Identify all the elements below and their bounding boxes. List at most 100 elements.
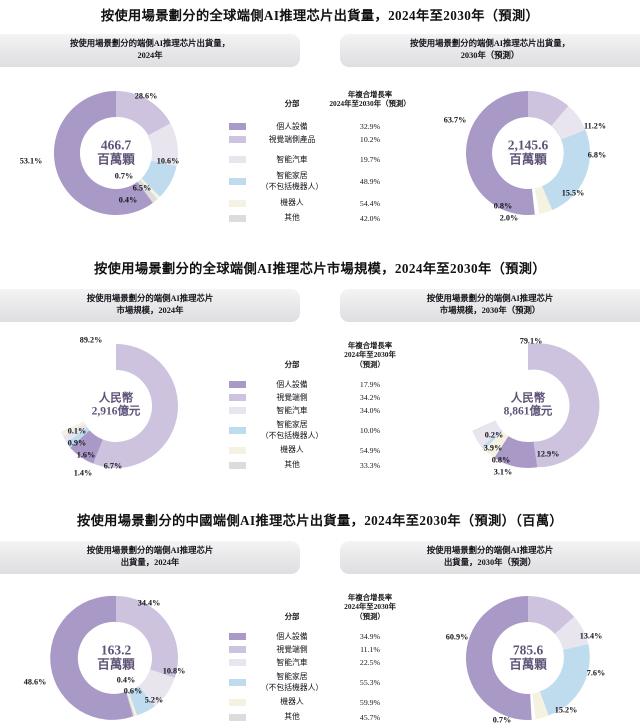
legend-item[interactable]: 機器人 54.9% [229, 444, 411, 457]
legend-item-cagr: 33.3% [359, 460, 381, 470]
legend-item[interactable]: 智能家居 （不包括機器人） 55.3% [229, 672, 411, 692]
legend-item[interactable]: 其他 42.0% [229, 212, 411, 225]
legend-item[interactable]: 視覺端側 11.1% [229, 643, 411, 656]
legend-rows: 個人設備 17.9% 視覺端側 34.2% 智能汽車 34.0% [229, 378, 411, 471]
chart-header-left: 按使用場景劃分的端側AI推理芯片 出貨量，2024年 [0, 540, 300, 574]
legend-item[interactable]: 其他 33.3% [229, 459, 411, 472]
segment-label: 0.8% [491, 455, 511, 464]
segment-label: 0.4% [118, 195, 138, 204]
legend-item-label: 其他 [284, 213, 300, 223]
legend-cagr-header-l3: （預測） [355, 360, 385, 370]
segment-label: 34.4% [137, 598, 161, 607]
legend-cagr-header-l2: 2024年至2030年 [344, 350, 396, 360]
legend-item-label: 智能汽車 [276, 154, 308, 164]
legend-item[interactable]: 智能家居 （不包括機器人） 48.9% [229, 171, 411, 191]
segment-label: 11.2% [583, 121, 607, 130]
section-title: 按使用場景劃分的全球端側AI推理芯片出貨量，2024年至2030年（預測） [100, 8, 540, 23]
segment-label: 3.1% [493, 467, 513, 476]
legend-item-cagr: 10.0% [359, 426, 381, 436]
infographic-page: 按使用場景劃分的全球端側AI推理芯片出貨量，2024年至2030年（預測） 按使… [0, 8, 640, 727]
segment-label: 6.5% [132, 183, 152, 192]
donut-chart-left: 人民幣 2,916億元 89.2% 6.7% 1.4% 1.6% 0.9% 0.… [18, 321, 214, 491]
legend-item-label-l2: （不包括機器人） [260, 682, 324, 692]
segment-label: 48.6% [23, 677, 47, 686]
donut-svg [53, 90, 178, 215]
charts-row: 163.2 百萬顆 48.6% 34.4% 10.8% 5.2% 0.6% 0.… [0, 579, 640, 727]
segment-label: 63.7% [443, 115, 467, 124]
chart-header-right: 按使用場景劃分的端側AI推理芯片 出貨量，2030年（預測） [340, 540, 640, 574]
section-title: 按使用場景劃分的中國端側AI推理芯片出貨量，2024年至2030年（預測）（百萬… [76, 513, 563, 528]
legend-header: 分部 年複合增長率 2024年至2030年（預測） [229, 90, 411, 113]
segment-label: 79.1% [519, 336, 543, 345]
legend-item[interactable]: 視覺端側 34.2% [229, 391, 411, 404]
donut-graphic [453, 331, 603, 481]
segment-label: 5.2% [144, 695, 164, 704]
legend-swatch-cell [229, 214, 255, 222]
legend-color-swatch [229, 659, 246, 667]
legend-item-label: 個人設備 [276, 379, 308, 389]
legend-segment-header: 分部 [284, 360, 300, 370]
legend-swatch-cell [229, 381, 255, 389]
legend-item-label: 其他 [284, 712, 300, 722]
segment-label: 10.6% [156, 156, 180, 165]
legend-swatch-cell [229, 123, 255, 131]
chart-header-left-line2: 市場規模，2024年 [116, 306, 184, 315]
donut-svg [465, 90, 590, 215]
segment-label: 0.2% [484, 430, 504, 439]
legend-item[interactable]: 智能家居 （不包括機器人） 10.0% [229, 420, 411, 440]
legend-item[interactable]: 機器人 59.9% [229, 696, 411, 709]
legend-item-cagr: 22.5% [359, 658, 381, 668]
legend-item[interactable]: 視覺端側產品 10.2% [229, 133, 411, 146]
segment-label: 10.8% [162, 666, 186, 675]
donut-graphic [453, 583, 603, 727]
legend-color-swatch [229, 698, 246, 706]
legend: 分部 年複合增長率 2024年至2030年 （預測） 個人設備 17.9% [229, 341, 411, 472]
segment-label: 89.2% [79, 335, 103, 344]
segment-label: 2.0% [499, 213, 519, 222]
donut-svg [60, 343, 178, 468]
donut-chart-right: 785.6 百萬顆 60.9% 13.4% 7.6% 15.2% 2.0% 0.… [430, 573, 626, 727]
legend-item[interactable]: 其他 45.7% [229, 711, 411, 724]
header-row: 按使用場景劃分的端側AI推理芯片出貨量， 2024年 按使用場景劃分的端側AI推… [0, 33, 640, 72]
charts-row: 人民幣 2,916億元 89.2% 6.7% 1.4% 1.6% 0.9% 0.… [0, 327, 640, 485]
segment-label: 0.6% [123, 686, 143, 695]
legend-cagr-header: 年複合增長率 2024年至2030年 （預測） [329, 341, 411, 371]
legend-item-cagr: 54.9% [359, 445, 381, 455]
legend-item-label-l1: 智能家居 [276, 171, 308, 181]
section-global-shipments: 按使用場景劃分的全球端側AI推理芯片出貨量，2024年至2030年（預測） 按使… [0, 8, 640, 251]
legend-item-label: 視覺端側 [276, 644, 308, 654]
legend-item-cagr: 45.7% [359, 712, 381, 722]
legend-item[interactable]: 個人設備 17.9% [229, 378, 411, 391]
segment-label: 0.7% [114, 171, 134, 180]
legend-item[interactable]: 個人設備 32.9% [229, 120, 411, 133]
legend-item[interactable]: 機器人 54.4% [229, 197, 411, 210]
legend-item-label: 視覺端側產品 [268, 134, 316, 144]
donut-svg [50, 595, 178, 720]
legend: 分部 年複合增長率 2024年至2030年 （預測） 個人設備 34.9% [229, 593, 411, 724]
chart-header-left: 按使用場景劃分的端側AI推理芯片出貨量， 2024年 [0, 33, 300, 67]
legend-item-label: 智能家居 （不包括機器人） [255, 171, 329, 191]
legend-item[interactable]: 智能汽車 34.0% [229, 404, 411, 417]
legend-item-label: 個人設備 [276, 631, 308, 641]
legend-cagr-header-l1: 年複合增長率 [347, 592, 393, 602]
legend-swatch-cell [229, 446, 255, 454]
segment-label: 0.7% [492, 715, 512, 724]
segment-label: 53.1% [19, 156, 43, 165]
legend-item-cagr: 10.2% [359, 135, 381, 145]
segment-label: 0.4% [116, 675, 136, 684]
legend-swatch-cell [229, 394, 255, 402]
legend-item-label: 機器人 [280, 445, 304, 455]
segment-label: 13.4% [579, 631, 603, 640]
legend-item[interactable]: 智能汽車 19.7% [229, 153, 411, 166]
chart-header-right-line1: 按使用場景劃分的端側AI推理芯片出貨量， [409, 38, 571, 48]
legend-color-swatch [229, 123, 246, 131]
legend-color-swatch [229, 713, 246, 721]
legend-item-cagr: 11.1% [360, 645, 380, 655]
donut-graphic [41, 78, 191, 228]
legend-item[interactable]: 個人設備 34.9% [229, 630, 411, 643]
legend-item-label: 智能家居 （不包括機器人） [255, 672, 329, 692]
legend-item[interactable]: 智能汽車 22.5% [229, 656, 411, 669]
donut-graphic [453, 78, 603, 228]
legend-segment-header: 分部 [284, 612, 300, 622]
section-title: 按使用場景劃分的全球端側AI推理芯片市場規模，2024年至2030年（預測） [94, 261, 546, 276]
